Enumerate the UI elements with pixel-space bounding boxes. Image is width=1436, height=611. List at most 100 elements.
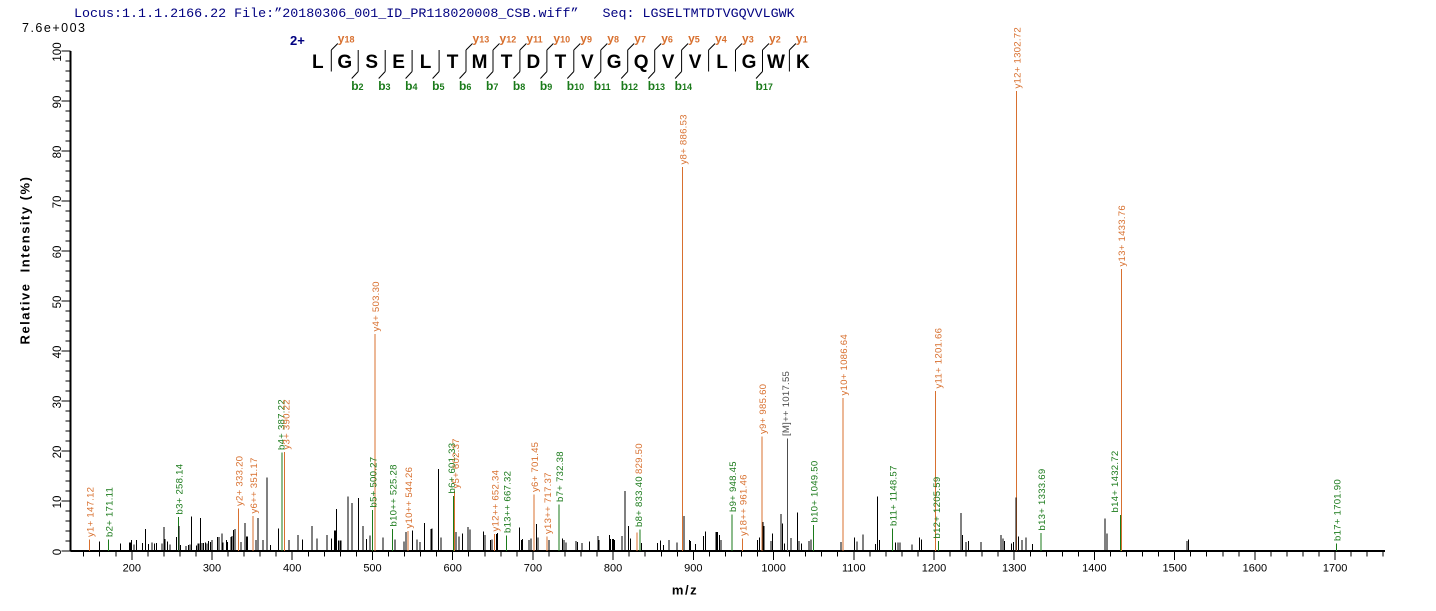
svg-text:G: G [742,52,757,73]
svg-text:b8+ 833.40: b8+ 833.40 [634,476,645,527]
svg-text:b9+ 948.45: b9+ 948.45 [728,461,739,512]
svg-text:m/z: m/z [672,583,698,598]
svg-text:700: 700 [524,563,542,575]
svg-text:60: 60 [52,246,64,259]
svg-text:600: 600 [444,563,462,575]
svg-text:y9: y9 [580,32,592,46]
svg-text:T: T [555,52,567,73]
svg-text:40: 40 [52,346,64,359]
svg-text:V: V [662,52,675,73]
svg-text:y9+ 985.60: y9+ 985.60 [758,384,769,434]
svg-text:y6+ 701.45: y6+ 701.45 [530,442,541,492]
svg-text:b6: b6 [459,79,471,93]
svg-text:y12++ 652.34: y12++ 652.34 [491,469,502,531]
svg-text:b9: b9 [540,79,552,93]
svg-text:T: T [447,52,459,73]
svg-text:1400: 1400 [1082,563,1106,575]
svg-text:y2: y2 [769,32,781,46]
svg-text:Locus:1.1.1.2166.22 File:”2018: Locus:1.1.1.2166.22 File:”20180306_001_I… [74,7,795,22]
svg-text:b17: b17 [756,79,773,93]
svg-text:b11: b11 [594,79,611,93]
svg-text:y18: y18 [338,32,355,46]
svg-text:200: 200 [123,563,141,575]
svg-text:y1: y1 [796,32,808,46]
svg-text:b7+ 732.38: b7+ 732.38 [555,451,566,502]
svg-text:b13+ 1333.69: b13+ 1333.69 [1037,469,1048,531]
svg-text:T: T [501,52,513,73]
svg-text:y13: y13 [473,32,490,46]
svg-text:b11+ 1148.57: b11+ 1148.57 [889,465,900,526]
svg-text:b12+ 1205.59: b12+ 1205.59 [932,477,943,539]
svg-text:G: G [337,52,352,73]
svg-text:y7: y7 [634,32,646,46]
svg-text:500: 500 [363,563,381,575]
svg-text:1500: 1500 [1162,563,1186,575]
svg-text:L: L [420,52,432,73]
svg-text:y13++ 717.37: y13++ 717.37 [543,472,554,534]
svg-text:Relative Intensity (%): Relative Intensity (%) [18,176,33,345]
svg-text:L: L [716,52,728,73]
svg-text:b6+ 601.33: b6+ 601.33 [447,443,458,494]
svg-text:K: K [796,52,810,73]
svg-text:b10: b10 [567,79,584,93]
svg-text:y10++ 544.26: y10++ 544.26 [404,467,415,529]
svg-text:y1+ 147.12: y1+ 147.12 [85,487,96,537]
svg-text:Q: Q [634,52,649,73]
svg-text:b2+ 171.11: b2+ 171.11 [105,487,116,537]
svg-text:y3: y3 [742,32,754,46]
svg-text:y5+ 602.37: y5+ 602.37 [451,438,462,488]
svg-text:V: V [689,52,702,73]
svg-text:V: V [581,52,594,73]
svg-text:b5: b5 [432,79,444,93]
svg-text:y8: y8 [607,32,619,46]
svg-text:y12+ 1302.72: y12+ 1302.72 [1012,27,1023,88]
svg-text:300: 300 [203,563,221,575]
svg-text:b4+ 387.22: b4+ 387.22 [277,399,288,450]
svg-text:y3+ 390.22: y3+ 390.22 [282,399,293,449]
svg-text:y4: y4 [715,32,727,46]
svg-text:b3: b3 [378,79,390,93]
svg-text:70: 70 [52,196,64,209]
svg-text:10: 10 [52,496,64,509]
svg-text:b10++ 525.28: b10++ 525.28 [389,464,400,526]
svg-text:D: D [527,52,541,73]
svg-text:1100: 1100 [842,563,866,575]
svg-text:y12: y12 [500,32,517,46]
svg-text:L: L [312,52,324,73]
svg-text:80: 80 [52,146,64,159]
svg-text:829.50: 829.50 [634,443,645,474]
svg-text:y13+ 1433.76: y13+ 1433.76 [1117,205,1128,266]
svg-text:b10+ 1049.50: b10+ 1049.50 [809,461,820,523]
svg-text:90: 90 [52,96,64,109]
svg-text:30: 30 [52,396,64,409]
svg-text:M: M [472,52,488,73]
svg-text:b12: b12 [621,79,638,93]
svg-text:b5+ 500.27: b5+ 500.27 [369,457,380,508]
svg-text:S: S [365,52,378,73]
svg-text:y11: y11 [526,32,542,46]
svg-text:7.6e+003: 7.6e+003 [22,21,86,35]
svg-text:b3+ 258.14: b3+ 258.14 [174,463,185,514]
svg-text:2+: 2+ [290,33,305,48]
svg-text:y18++ 961.46: y18++ 961.46 [739,474,750,536]
svg-text:b2: b2 [351,79,363,93]
svg-text:b13++ 667.32: b13++ 667.32 [503,471,514,533]
svg-text:y10: y10 [553,32,570,46]
svg-text:b7: b7 [486,79,498,93]
svg-text:y5: y5 [688,32,700,46]
svg-text:b14+ 1432.72: b14+ 1432.72 [1110,451,1121,513]
svg-text:y11+ 1201.66: y11+ 1201.66 [934,328,945,389]
svg-text:400: 400 [283,563,301,575]
svg-text:b14: b14 [675,79,692,93]
svg-text:y8+ 886.53: y8+ 886.53 [679,114,690,164]
svg-text:800: 800 [604,563,622,575]
svg-text:b8: b8 [513,79,525,93]
svg-text:y6++ 351.17: y6++ 351.17 [249,457,260,513]
svg-text:900: 900 [684,563,702,575]
svg-text:50: 50 [52,296,64,309]
svg-text:y2+ 333.20: y2+ 333.20 [235,456,246,506]
svg-text:1000: 1000 [761,563,785,575]
svg-text:y6: y6 [661,32,673,46]
svg-text:y4+ 503.30: y4+ 503.30 [371,281,382,331]
svg-text:1300: 1300 [1002,563,1026,575]
